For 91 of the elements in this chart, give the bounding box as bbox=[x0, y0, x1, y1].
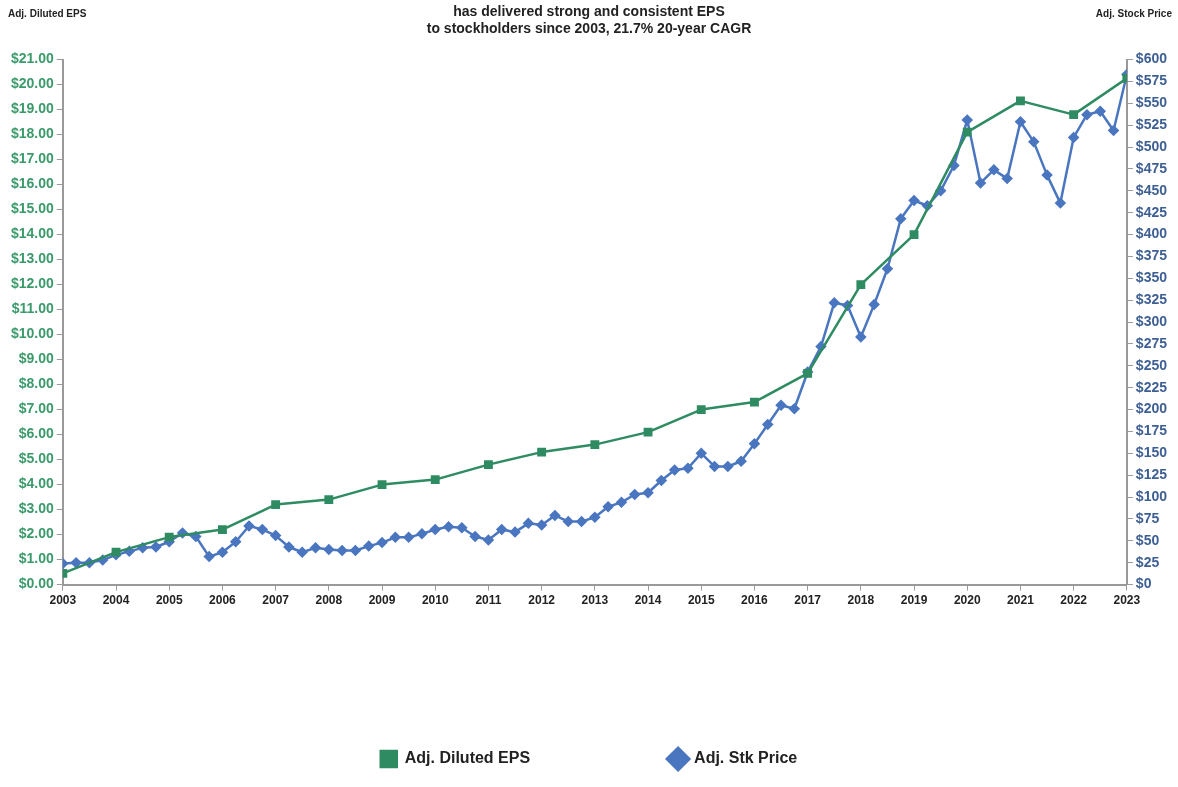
y2-tick-label: $525 bbox=[1135, 116, 1168, 133]
y2-tick-label: $500 bbox=[1135, 137, 1168, 154]
legend-label: Adj. Stk Price bbox=[694, 749, 798, 767]
y2-tick-label: $275 bbox=[1135, 334, 1168, 351]
x-tick-label: 2018 bbox=[847, 593, 875, 608]
y2-tick-label: $225 bbox=[1135, 378, 1168, 395]
y2-tick-label: $175 bbox=[1135, 422, 1168, 439]
y2-tick-label: $550 bbox=[1135, 94, 1168, 111]
y-tick-label: $0.00 bbox=[18, 575, 55, 592]
y-tick-label: $10.00 bbox=[10, 325, 55, 342]
point bbox=[643, 427, 653, 437]
y2-tick-label: $250 bbox=[1135, 356, 1168, 373]
y-tick-label: $6.00 bbox=[18, 425, 55, 442]
point bbox=[324, 495, 334, 505]
y-tick-label: $19.00 bbox=[10, 100, 55, 117]
y2-tick-label: $75 bbox=[1135, 509, 1160, 526]
y-axis-title: Adj. Diluted EPS bbox=[8, 7, 87, 19]
x-tick-label: 2010 bbox=[421, 593, 449, 608]
point bbox=[217, 525, 227, 535]
y2-tick-label: $200 bbox=[1135, 400, 1168, 417]
x-tick-label: 2014 bbox=[634, 593, 662, 608]
point bbox=[111, 547, 121, 557]
y2-tick-label: $325 bbox=[1135, 291, 1168, 308]
y2-axis-title: Adj. Stock Price bbox=[1095, 7, 1173, 19]
y-tick-label: $5.00 bbox=[18, 450, 55, 467]
y2-tick-label: $125 bbox=[1135, 466, 1168, 483]
y-tick-label: $7.00 bbox=[18, 400, 55, 417]
point bbox=[962, 127, 972, 137]
point bbox=[537, 447, 547, 457]
y2-tick-label: $475 bbox=[1135, 159, 1168, 176]
y-tick-label: $11.00 bbox=[11, 300, 55, 317]
point bbox=[1069, 110, 1079, 120]
y2-tick-label: $25 bbox=[1135, 553, 1160, 570]
x-tick-label: 2023 bbox=[1113, 593, 1141, 608]
x-tick-label: 2004 bbox=[102, 593, 130, 608]
y-tick-label: $8.00 bbox=[18, 375, 55, 392]
x-tick-label: 2007 bbox=[262, 593, 290, 608]
y-tick-label: $4.00 bbox=[18, 475, 55, 492]
y-tick-label: $15.00 bbox=[10, 200, 55, 217]
y-tick-label: $14.00 bbox=[10, 225, 55, 242]
point bbox=[484, 460, 493, 470]
y2-tick-label: $375 bbox=[1135, 247, 1168, 264]
y2-tick-label: $400 bbox=[1135, 225, 1168, 242]
y-tick-label: $12.00 bbox=[10, 275, 55, 292]
x-tick-label: 2005 bbox=[155, 593, 183, 608]
y2-tick-label: $0 bbox=[1135, 575, 1152, 592]
point bbox=[696, 405, 706, 415]
x-tick-label: 2003 bbox=[49, 593, 77, 608]
y-tick-label: $21.00 bbox=[10, 50, 55, 67]
point bbox=[909, 230, 919, 240]
y-tick-label: $9.00 bbox=[18, 350, 55, 367]
point bbox=[1016, 96, 1025, 106]
y-tick-label: $3.00 bbox=[18, 500, 55, 517]
point bbox=[856, 280, 866, 290]
chart-title: has delivered strong and consistent EPS to stockholders since 2003, 21.7% 20-year CAGR bbox=[426, 3, 752, 37]
x-tick-label: 2017 bbox=[794, 593, 822, 608]
y-tick-label: $16.00 bbox=[10, 175, 55, 192]
x-tick-label: 2021 bbox=[1007, 593, 1035, 608]
point bbox=[590, 440, 600, 450]
y2-tick-label: $150 bbox=[1135, 444, 1168, 461]
point bbox=[377, 480, 387, 490]
point bbox=[164, 532, 174, 542]
x-tick-label: 2008 bbox=[315, 593, 343, 608]
x-tick-label: 2020 bbox=[953, 593, 981, 608]
y-tick-label: $18.00 bbox=[10, 125, 55, 142]
y2-tick-label: $100 bbox=[1135, 487, 1168, 504]
y-tick-label: $17.00 bbox=[10, 150, 55, 167]
x-tick-label: 2009 bbox=[368, 593, 396, 608]
y-tick-label: $20.00 bbox=[10, 75, 55, 92]
x-tick-label: 2022 bbox=[1060, 593, 1088, 608]
x-tick-label: 2013 bbox=[581, 593, 609, 608]
y-tick-label: $2.00 bbox=[18, 525, 55, 542]
y2-tick-label: $450 bbox=[1135, 181, 1168, 198]
y-tick-label: $1.00 bbox=[18, 550, 55, 567]
y2-tick-label: $425 bbox=[1135, 203, 1168, 220]
x-tick-label: 2006 bbox=[209, 593, 237, 608]
x-tick-label: 2011 bbox=[475, 593, 502, 608]
point bbox=[271, 500, 281, 510]
point bbox=[430, 475, 440, 485]
legend-label: Adj. Diluted EPS bbox=[404, 749, 531, 767]
x-tick-label: 2019 bbox=[900, 593, 928, 608]
y2-tick-label: $575 bbox=[1135, 72, 1168, 89]
x-tick-label: 2012 bbox=[528, 593, 556, 608]
point bbox=[750, 397, 759, 407]
x-tick-label: 2015 bbox=[687, 593, 715, 608]
y2-tick-label: $350 bbox=[1135, 269, 1168, 286]
y2-tick-label: $50 bbox=[1135, 531, 1160, 548]
y2-tick-label: $600 bbox=[1135, 50, 1168, 67]
x-tick-label: 2016 bbox=[741, 593, 769, 608]
y-tick-label: $13.00 bbox=[10, 250, 55, 267]
y2-tick-label: $300 bbox=[1135, 312, 1168, 329]
